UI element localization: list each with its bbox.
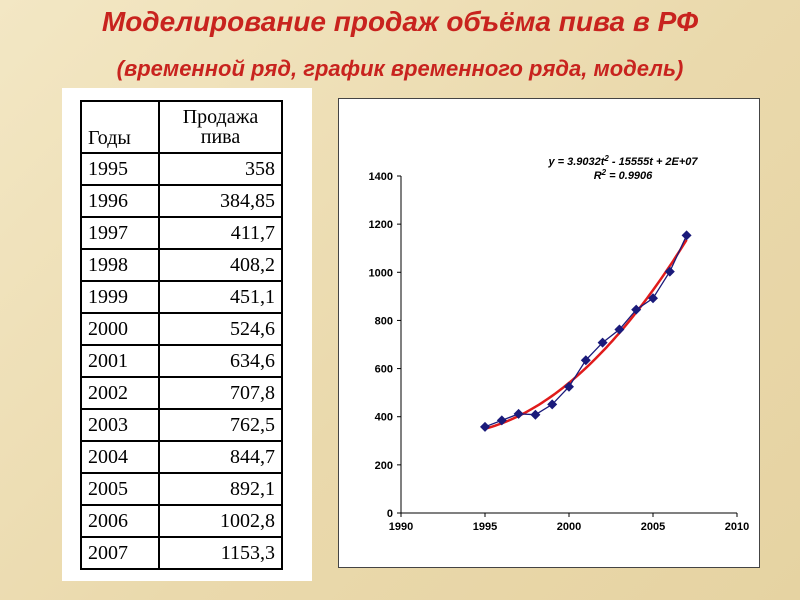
x-tick-label: 1995 bbox=[473, 521, 497, 533]
slide-subtitle: (временной ряд, график временного ряда, … bbox=[116, 56, 684, 81]
x-tick-label: 1990 bbox=[389, 521, 413, 533]
header-sales-line1: Продажа bbox=[182, 106, 259, 128]
year-cell: 2003 bbox=[80, 408, 160, 442]
trendline-r-squared: R2 = 0.9906 bbox=[594, 168, 653, 183]
sales-cell: 634,6 bbox=[158, 344, 283, 378]
table-row: 2000 524,6 bbox=[80, 312, 283, 346]
sales-cell: 892,1 bbox=[158, 472, 283, 506]
y-tick-label: 800 bbox=[375, 315, 393, 327]
y-tick-label: 1000 bbox=[369, 267, 393, 279]
slide-title: Моделирование продаж объёма пива в РФ bbox=[101, 6, 699, 37]
table-row: 1997 411,7 bbox=[80, 216, 283, 250]
table-row: 2005 892,1 bbox=[80, 472, 283, 506]
data-point bbox=[564, 381, 574, 392]
y-tick-label: 200 bbox=[375, 460, 393, 472]
sales-cell: 524,6 bbox=[158, 312, 283, 346]
year-cell: 2001 bbox=[80, 344, 160, 378]
sales-cell: 844,7 bbox=[158, 440, 283, 474]
data-point bbox=[530, 409, 541, 420]
header-sales-line2: пива bbox=[200, 126, 241, 148]
table-row: 1995 358 bbox=[80, 152, 283, 186]
trendline bbox=[484, 239, 688, 430]
data-point bbox=[513, 408, 524, 419]
table-row: 1999 451,1 bbox=[80, 280, 283, 314]
data-series-line bbox=[484, 235, 688, 428]
sales-chart: 0 200 400 600 800 1000 1200 1400 1990 1995 2000 200… bbox=[369, 154, 750, 534]
sales-table: Годы Продажа пива 1995 358 1996 384,85 1997 4… bbox=[80, 100, 283, 570]
year-cell: 2000 bbox=[80, 312, 160, 346]
data-point bbox=[580, 355, 591, 366]
data-point bbox=[631, 304, 642, 315]
data-point bbox=[614, 324, 625, 335]
sales-cell: 411,7 bbox=[158, 216, 283, 250]
data-point bbox=[664, 266, 675, 277]
data-point bbox=[496, 415, 507, 426]
sales-cell: 1153,3 bbox=[158, 536, 283, 570]
year-cell: 1998 bbox=[80, 248, 160, 282]
year-cell: 1996 bbox=[80, 184, 160, 218]
table-row: 2002 707,8 bbox=[80, 376, 283, 410]
sales-cell: 384,85 bbox=[158, 184, 283, 218]
table-row: 1998 408,2 bbox=[80, 248, 283, 282]
year-cell: 2004 bbox=[80, 440, 160, 474]
x-tick-label: 2005 bbox=[641, 521, 665, 533]
header-sales: Продажа пива bbox=[158, 100, 283, 154]
data-point bbox=[681, 230, 692, 241]
data-point bbox=[648, 293, 658, 304]
table-row: 2003 762,5 bbox=[80, 408, 283, 442]
year-cell: 2002 bbox=[80, 376, 160, 410]
table-row: 1996 384,85 bbox=[80, 184, 283, 218]
data-table-panel: Годы Продажа пива 1995 358 1996 384,85 1997 4… bbox=[62, 88, 312, 581]
y-tick-label: 0 bbox=[387, 508, 393, 520]
year-cell: 1995 bbox=[80, 152, 160, 186]
table-header-row: Годы Продажа пива bbox=[80, 100, 283, 154]
chart-panel: 0 200 400 600 800 1000 1200 1400 1990 1995 2000 200… bbox=[338, 98, 760, 568]
year-cell: 2005 bbox=[80, 472, 160, 506]
table-row: 2006 1002,8 bbox=[80, 504, 283, 538]
header-years: Годы bbox=[80, 100, 160, 154]
y-tick-label: 1400 bbox=[369, 171, 393, 183]
sales-cell: 762,5 bbox=[158, 408, 283, 442]
year-cell: 2006 bbox=[80, 504, 160, 538]
table-row: 2001 634,6 bbox=[80, 344, 283, 378]
year-cell: 2007 bbox=[80, 536, 160, 570]
y-tick-label: 400 bbox=[375, 412, 393, 424]
y-tick-label: 1200 bbox=[369, 219, 393, 231]
sales-cell: 408,2 bbox=[158, 248, 283, 282]
sales-cell: 1002,8 bbox=[158, 504, 283, 538]
sales-cell: 358 bbox=[158, 152, 283, 186]
year-cell: 1997 bbox=[80, 216, 160, 250]
sales-cell: 451,1 bbox=[158, 280, 283, 314]
table-row: 2007 1153,3 bbox=[80, 536, 283, 570]
x-tick-label: 2010 bbox=[725, 521, 749, 533]
x-tick-label: 2000 bbox=[557, 521, 581, 533]
table-row: 2004 844,7 bbox=[80, 440, 283, 474]
trendline-equation: y = 3.9032t2 - 15555t + 2E+07 bbox=[547, 154, 698, 169]
data-point bbox=[480, 421, 490, 432]
sales-cell: 707,8 bbox=[158, 376, 283, 410]
y-tick-label: 600 bbox=[375, 364, 393, 376]
year-cell: 1999 bbox=[80, 280, 160, 314]
data-point bbox=[547, 399, 558, 410]
data-point bbox=[597, 337, 608, 348]
